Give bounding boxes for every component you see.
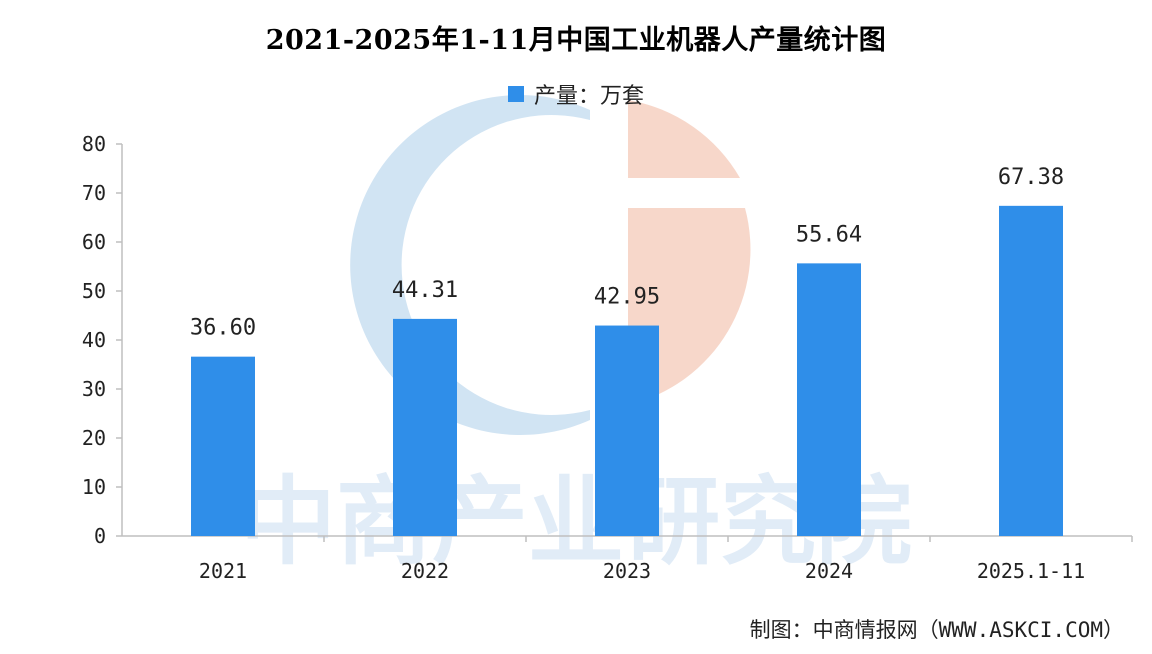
data-label: 44.31 [392,278,458,303]
bar-2023 [595,325,659,536]
y-tick-label: 50 [82,279,106,303]
bars [191,205,1063,536]
bar-2025.1-11 [999,205,1063,536]
watermark-arc-blue [350,95,590,436]
data-label: 67.38 [998,165,1064,190]
data-label: 42.95 [594,285,660,310]
y-tick-label: 70 [82,181,106,205]
axes: 0 10 20 30 40 50 60 70 80 2021 2022 2023 2024 2025.1-… [82,132,1133,583]
watermark-orange-top [628,100,740,178]
y-tick-label: 30 [82,377,106,401]
legend-swatch [507,86,524,102]
y-tick-label: 20 [82,426,106,450]
x-tick-label: 2024 [805,559,853,583]
x-tick-label: 2025.1-11 [977,559,1085,583]
legend: 产量：万套 [0,78,1152,110]
y-tick-label: 40 [82,328,106,352]
x-tick-label: 2023 [603,559,651,583]
data-label: 36.60 [190,316,256,341]
y-tick-label: 80 [82,132,106,156]
y-tick-label: 10 [82,475,106,499]
y-tick-label: 0 [94,524,106,548]
y-tick-label: 60 [82,230,106,254]
bar-2021 [191,356,255,536]
chart-credit: 制图：中商情报网（WWW.ASKCI.COM） [749,618,1124,642]
legend-label: 产量：万套 [533,84,644,109]
bar-2022 [393,318,457,536]
data-labels: 36.60 44.31 42.95 55.64 67.38 [190,165,1064,341]
data-label: 55.64 [796,222,862,247]
x-tick-label: 2021 [199,559,247,583]
bar-2024 [797,263,861,536]
x-tick-label: 2022 [401,559,449,583]
chart-title: 2021-2025年1-11月中国工业机器人产量统计图 [265,25,887,56]
